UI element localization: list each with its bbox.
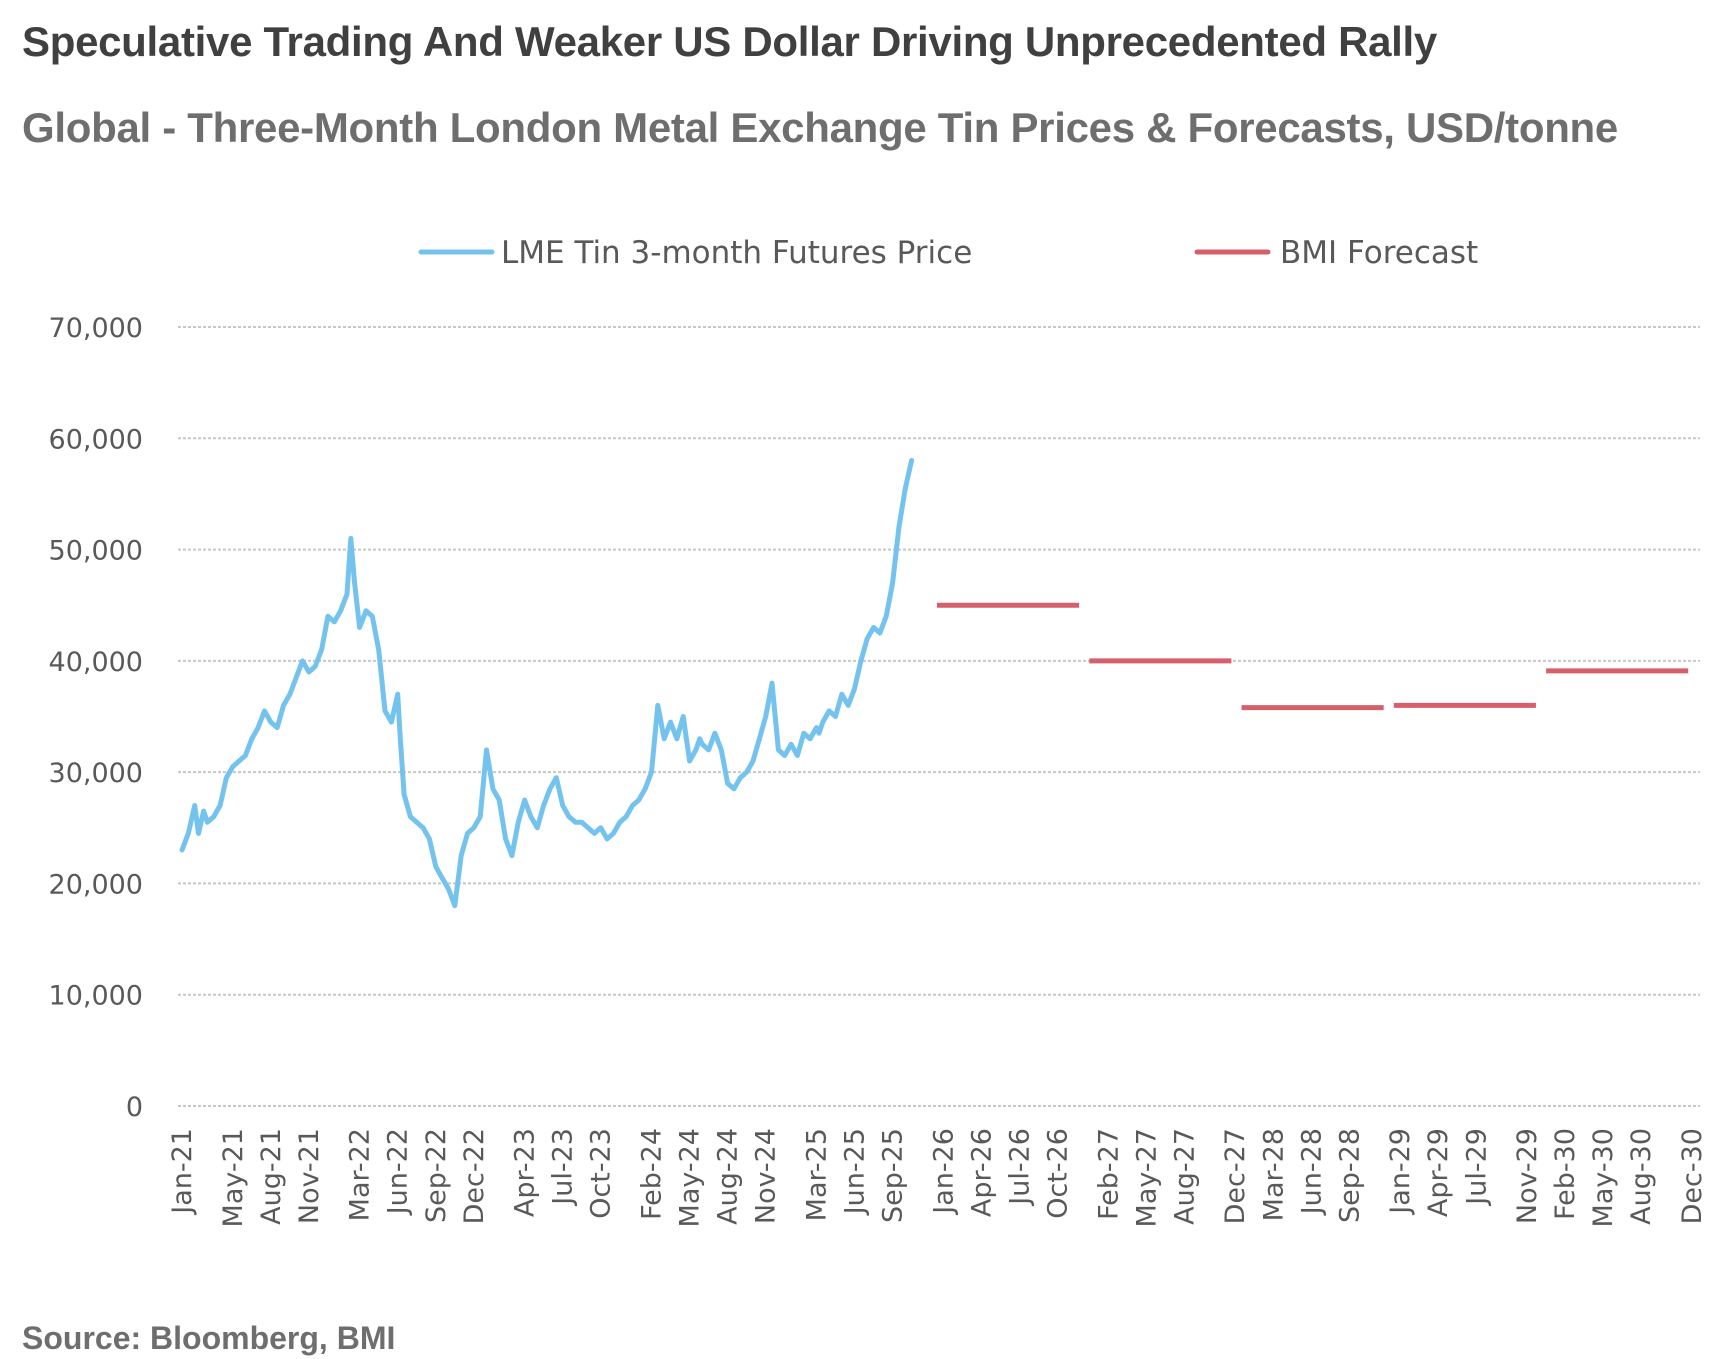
legend: LME Tin 3-month Futures Price BMI Foreca… <box>418 235 1478 271</box>
source-note: Source: Bloomberg, BMI <box>22 1320 396 1356</box>
x-tick-label: Sep-28 <box>1334 1128 1365 1223</box>
x-tick-label: Jan-29 <box>1385 1128 1416 1216</box>
x-tick-label: May-24 <box>675 1128 706 1227</box>
price-series <box>179 0 944 909</box>
gridlines <box>178 326 1700 1107</box>
chart-title: Speculative Trading And Weaker US Dollar… <box>22 18 1437 65</box>
y-tick-label: 40,000 <box>49 647 143 678</box>
x-tick-label: Mar-22 <box>345 1128 376 1221</box>
x-tick-label: Jun-25 <box>840 1128 871 1216</box>
x-axis-ticks: Jan-21 May-21 Aug-21 Nov-21 Mar-22 Jun-22 Sep-… <box>167 1128 1708 1227</box>
y-tick-label: 30,000 <box>49 758 143 789</box>
y-tick-label: 0 <box>126 1092 143 1123</box>
x-tick-label: Apr-26 <box>966 1128 997 1217</box>
x-tick-label: Aug-24 <box>713 1128 744 1225</box>
tin-price-chart: LME Tin 3-month Futures Price BMI Foreca… <box>49 0 1708 1227</box>
legend-label-price: LME Tin 3-month Futures Price <box>501 235 972 271</box>
x-tick-label: Feb-30 <box>1550 1128 1581 1220</box>
y-tick-label: 70,000 <box>49 313 143 344</box>
x-tick-label: Sep-22 <box>421 1128 452 1223</box>
x-tick-label: Jul-26 <box>1004 1128 1035 1207</box>
x-tick-label: May-27 <box>1131 1128 1162 1227</box>
chart-subtitle: Global - Three-Month London Metal Exchan… <box>22 104 1618 151</box>
price-line <box>179 458 915 909</box>
x-tick-label: Jun-22 <box>383 1128 414 1216</box>
x-tick-label: Apr-29 <box>1423 1128 1454 1217</box>
legend-label-forecast: BMI Forecast <box>1280 235 1478 271</box>
x-tick-label: May-21 <box>218 1128 249 1227</box>
x-tick-label: Apr-23 <box>510 1128 541 1217</box>
forecast-series <box>937 602 1689 711</box>
x-tick-label: Jul-29 <box>1461 1128 1492 1207</box>
x-tick-label: Nov-21 <box>294 1128 325 1224</box>
x-tick-label: Feb-24 <box>636 1128 667 1220</box>
x-tick-label: Jun-28 <box>1296 1128 1327 1216</box>
y-tick-label: 10,000 <box>49 981 143 1012</box>
x-tick-label: Dec-30 <box>1677 1128 1708 1224</box>
x-tick-label: Aug-27 <box>1169 1128 1200 1225</box>
y-axis-ticks: 0 10,000 20,000 30,000 40,000 50,000 60,000 70,… <box>49 313 143 1123</box>
x-tick-label: Feb-27 <box>1093 1128 1124 1220</box>
x-tick-label: Jan-26 <box>928 1128 959 1216</box>
x-tick-label: Jan-21 <box>167 1128 198 1216</box>
x-tick-label: Mar-25 <box>801 1128 832 1221</box>
x-tick-label: Jul-23 <box>548 1128 579 1207</box>
y-tick-label: 60,000 <box>49 424 143 455</box>
x-tick-label: Oct-26 <box>1043 1128 1074 1219</box>
x-tick-label: Aug-30 <box>1626 1128 1657 1225</box>
x-tick-label: May-30 <box>1588 1128 1619 1227</box>
x-tick-label: Dec-27 <box>1220 1128 1251 1224</box>
x-tick-label: Mar-28 <box>1258 1128 1289 1221</box>
x-tick-label: Dec-22 <box>459 1128 490 1224</box>
x-tick-label: Oct-23 <box>586 1128 617 1219</box>
x-tick-label: Nov-24 <box>751 1128 782 1224</box>
x-tick-label: Aug-21 <box>256 1128 287 1225</box>
y-tick-label: 50,000 <box>49 536 143 567</box>
y-tick-label: 20,000 <box>49 869 143 900</box>
x-tick-label: Nov-29 <box>1512 1128 1543 1224</box>
x-tick-label: Sep-25 <box>878 1128 909 1223</box>
